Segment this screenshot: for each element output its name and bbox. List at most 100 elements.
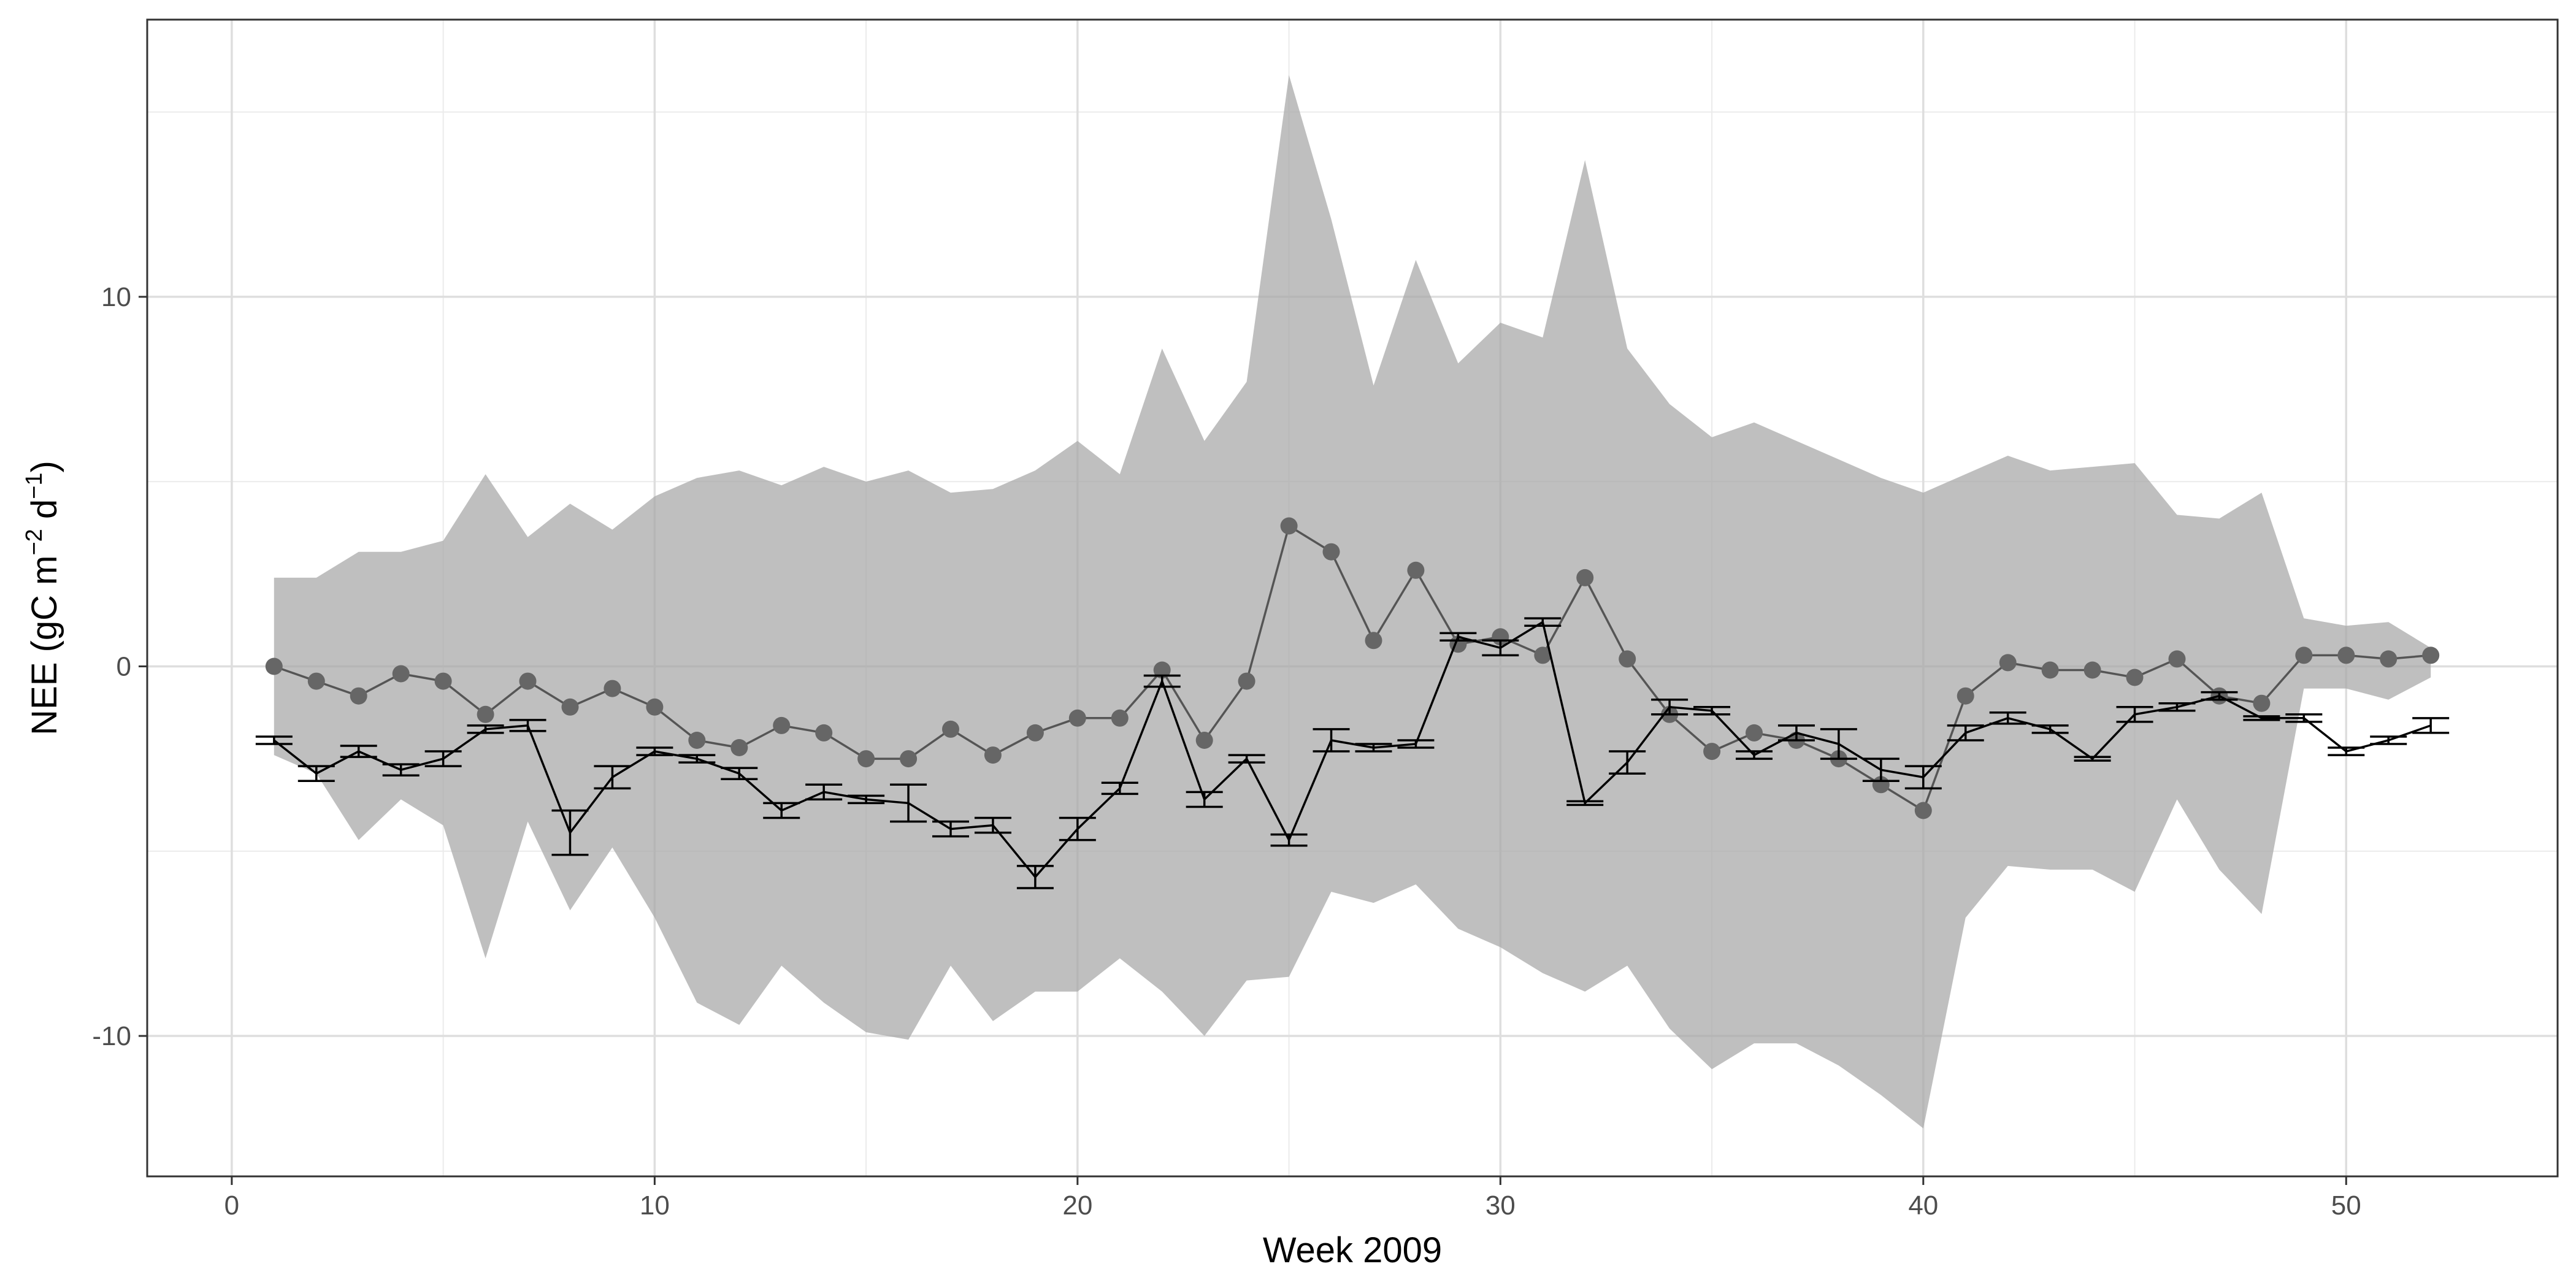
point-series-marker bbox=[1068, 709, 1086, 727]
error-bar bbox=[1143, 674, 1181, 688]
point-series-marker bbox=[2041, 661, 2059, 679]
x-axis-title: Week 2009 bbox=[1263, 1230, 1442, 1270]
point-series-marker bbox=[2083, 661, 2101, 679]
point-series-marker bbox=[307, 672, 325, 690]
point-series-marker bbox=[1703, 743, 1721, 761]
point-series-marker bbox=[942, 720, 959, 738]
x-axis: 0 10 20 30 40 50 bbox=[224, 1176, 2361, 1221]
error-bar bbox=[424, 750, 462, 767]
point-series-marker bbox=[1238, 672, 1255, 690]
point-series-marker bbox=[392, 665, 410, 683]
point-series-marker bbox=[1407, 561, 1425, 579]
error-bar bbox=[2243, 715, 2280, 721]
error-bar bbox=[636, 746, 673, 756]
point-series-marker bbox=[1914, 802, 1932, 819]
error-bar bbox=[255, 735, 293, 745]
error-bar bbox=[2285, 713, 2323, 723]
error-bar bbox=[1777, 724, 1815, 742]
point-series-marker bbox=[1576, 569, 1594, 586]
point-series-marker bbox=[688, 732, 706, 749]
point-series-marker bbox=[773, 716, 791, 734]
error-bar bbox=[1989, 711, 2026, 725]
point-series-marker bbox=[1746, 724, 1763, 742]
error-bar bbox=[340, 745, 377, 758]
error-bar bbox=[1566, 800, 1604, 807]
point-series-marker bbox=[1999, 654, 2017, 672]
y-axis: -10 0 10 bbox=[92, 282, 147, 1051]
range-band bbox=[274, 75, 2431, 1129]
error-bar bbox=[2031, 724, 2069, 734]
x-tick-label: 50 bbox=[2331, 1190, 2361, 1221]
error-bar bbox=[1904, 765, 1942, 790]
y-tick-label: -10 bbox=[92, 1021, 131, 1051]
point-series-marker bbox=[561, 698, 579, 716]
error-bar bbox=[297, 765, 335, 783]
error-bar bbox=[848, 794, 885, 805]
plot-border bbox=[146, 18, 2559, 1178]
point-series-marker bbox=[1111, 709, 1129, 727]
error-bar bbox=[932, 820, 969, 838]
error-bar bbox=[509, 719, 546, 732]
point-series-marker bbox=[1365, 632, 1382, 650]
error-bar bbox=[1313, 728, 1350, 753]
point-series-marker bbox=[1280, 517, 1298, 535]
x-tick-label: 30 bbox=[1485, 1190, 1516, 1221]
error-bar bbox=[1016, 865, 1054, 889]
point-series-marker bbox=[2253, 694, 2271, 712]
point-series-marker bbox=[434, 672, 452, 690]
point-series-marker bbox=[1534, 646, 1552, 664]
error-bar bbox=[2074, 756, 2111, 762]
error-bar bbox=[1820, 728, 1857, 760]
error-bar bbox=[2328, 746, 2365, 756]
error-bar bbox=[805, 783, 843, 801]
point-series-layer bbox=[265, 517, 2440, 819]
point-series-marker bbox=[350, 687, 367, 705]
errorbar-series-line bbox=[273, 620, 2431, 879]
point-series-marker bbox=[2380, 650, 2398, 668]
point-series-marker bbox=[1153, 661, 1171, 679]
error-bar bbox=[763, 802, 800, 819]
point-series-marker bbox=[604, 680, 621, 697]
point-series-marker bbox=[646, 698, 664, 716]
error-bar bbox=[1947, 724, 1984, 742]
error-bar bbox=[2412, 717, 2450, 734]
error-bar bbox=[1482, 639, 1519, 657]
error-bar bbox=[1862, 757, 1899, 783]
y-axis-title: NEE (gC m−2 d−1) bbox=[21, 461, 64, 735]
error-bar bbox=[1059, 816, 1096, 841]
y-axis-title-main: NEE (gC m bbox=[25, 556, 64, 735]
error-bar bbox=[2201, 691, 2238, 701]
errorbar-series-layer bbox=[255, 617, 2450, 889]
point-series-marker bbox=[730, 739, 748, 756]
error-bar bbox=[1186, 791, 1223, 808]
x-tick-label: 40 bbox=[1908, 1190, 1938, 1221]
y-axis-title-mid: d bbox=[25, 499, 64, 529]
point-series-marker bbox=[2337, 646, 2355, 664]
error-bar bbox=[1397, 739, 1435, 749]
x-tick-label: 10 bbox=[640, 1190, 670, 1221]
error-bar bbox=[2158, 702, 2196, 712]
error-bar bbox=[890, 783, 927, 823]
error-bar bbox=[1439, 632, 1477, 642]
point-series-marker bbox=[519, 672, 537, 690]
point-series-marker bbox=[265, 657, 283, 675]
x-tick-label: 20 bbox=[1062, 1190, 1092, 1221]
error-bar bbox=[678, 754, 716, 764]
point-series-marker bbox=[1619, 650, 1636, 668]
point-series-line bbox=[274, 524, 2431, 813]
y-tick-label: 0 bbox=[117, 651, 131, 681]
error-bar bbox=[974, 816, 1011, 834]
error-bar bbox=[1270, 833, 1308, 847]
range-band-layer bbox=[274, 75, 2431, 1129]
point-series-marker bbox=[1195, 732, 1213, 749]
point-series-marker bbox=[2168, 650, 2186, 668]
x-tick-label: 0 bbox=[224, 1190, 239, 1221]
error-bar bbox=[1609, 750, 1646, 775]
error-bar bbox=[1693, 706, 1731, 716]
error-bar bbox=[594, 765, 631, 790]
point-series-marker bbox=[815, 724, 833, 742]
error-bar bbox=[2370, 735, 2407, 745]
point-series-marker bbox=[2422, 646, 2440, 664]
point-series-marker bbox=[900, 750, 918, 768]
